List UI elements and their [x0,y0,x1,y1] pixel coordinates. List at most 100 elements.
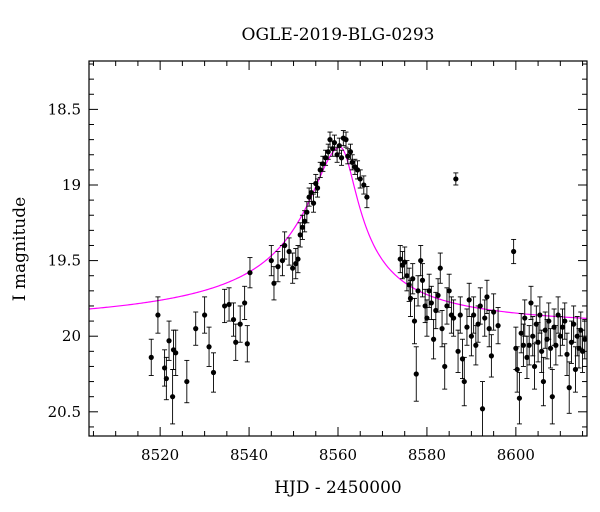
data-point [163,356,169,401]
data-point-marker [166,338,172,344]
data-point-marker [184,378,190,385]
y-tick-label: 18.5 [48,100,81,118]
x-tick-label: 8520 [141,446,179,464]
data-point-marker [457,312,463,318]
data-point-marker [473,342,479,348]
data-point-marker [169,394,176,400]
data-point [306,187,312,207]
data-point-marker [564,351,570,357]
data-point [484,279,490,314]
data-point-marker [325,149,331,155]
data-point [457,296,463,334]
data-point-marker [531,363,538,370]
data-point-marker [173,350,179,356]
data-point-marker [314,185,321,191]
data-point [222,288,228,324]
data-point [410,263,416,295]
data-point [464,308,470,346]
data-point-marker [442,363,448,370]
data-point-marker [244,341,250,347]
data-point-marker [310,200,317,206]
data-point-marker [233,339,239,345]
data-point [354,160,361,180]
data-point [533,305,539,343]
data-point-marker [293,261,299,267]
data-point-marker [161,365,168,371]
data-point-marker [451,315,457,321]
data-point-marker [488,353,495,359]
chart-title: OGLE-2019-BLG-0293 [242,25,435,45]
data-point [430,319,437,360]
data-point-marker [404,273,410,279]
data-point-marker [422,303,428,309]
data-point [514,346,520,393]
data-point [184,359,190,404]
data-point [433,291,439,330]
data-point-marker [410,276,416,282]
data-point [343,131,349,148]
data-point-marker [455,348,461,354]
data-point-marker [435,292,441,298]
data-point-marker [582,336,588,342]
data-point [349,154,355,171]
data-point [477,287,483,325]
data-point-marker [345,153,351,159]
data-point-marker [313,180,319,187]
data-point-marker [347,149,354,155]
data-point-marker [514,366,520,373]
data-point [564,332,570,376]
data-point-marker [547,345,554,351]
data-point [244,325,250,363]
data-point-marker [275,264,281,270]
data-point-marker [331,140,338,146]
y-tick-label: 20.5 [48,403,81,421]
data-point [486,310,492,348]
data-point-marker [566,385,572,391]
data-point [419,263,426,298]
data-point [166,320,172,361]
data-point-marker [549,394,555,400]
data-point-marker [464,324,470,330]
data-point [364,186,370,209]
data-point-marker [574,333,580,339]
data-point [268,245,274,277]
data-point-marker [511,248,517,255]
data-point-marker [428,300,434,306]
data-point [495,307,501,345]
data-point-marker [338,155,345,161]
data-point [271,266,277,301]
data-point-marker [486,326,492,332]
data-point [237,305,243,343]
data-point [524,335,530,379]
data-point [293,248,299,280]
data-point-marker [466,297,472,303]
data-point-marker [407,295,414,301]
data-point-marker [299,224,306,230]
data-point [557,316,563,357]
data-point-marker [524,354,530,360]
data-point-marker [546,318,552,324]
data-point-marker [397,256,403,262]
x-axis-label: HJD - 2450000 [274,478,402,498]
data-point [542,311,548,349]
data-point-marker [430,336,437,342]
data-point-marker [461,378,467,385]
data-point [282,231,288,260]
data-point-marker [439,326,445,332]
data-point [314,178,321,198]
data-point-marker [304,209,310,215]
data-point-marker [247,270,253,276]
data-point [531,343,538,390]
data-point [338,149,345,166]
data-point-marker [557,333,563,339]
data-point [290,252,296,284]
y-tick-label: 20 [62,327,81,345]
data-point [435,278,441,313]
data-point [471,296,477,334]
data-point [210,352,217,393]
data-point-marker [411,318,418,324]
data-point [511,238,517,265]
data-point-marker [559,324,566,330]
data-point [413,346,419,402]
data-point-marker [222,303,228,309]
